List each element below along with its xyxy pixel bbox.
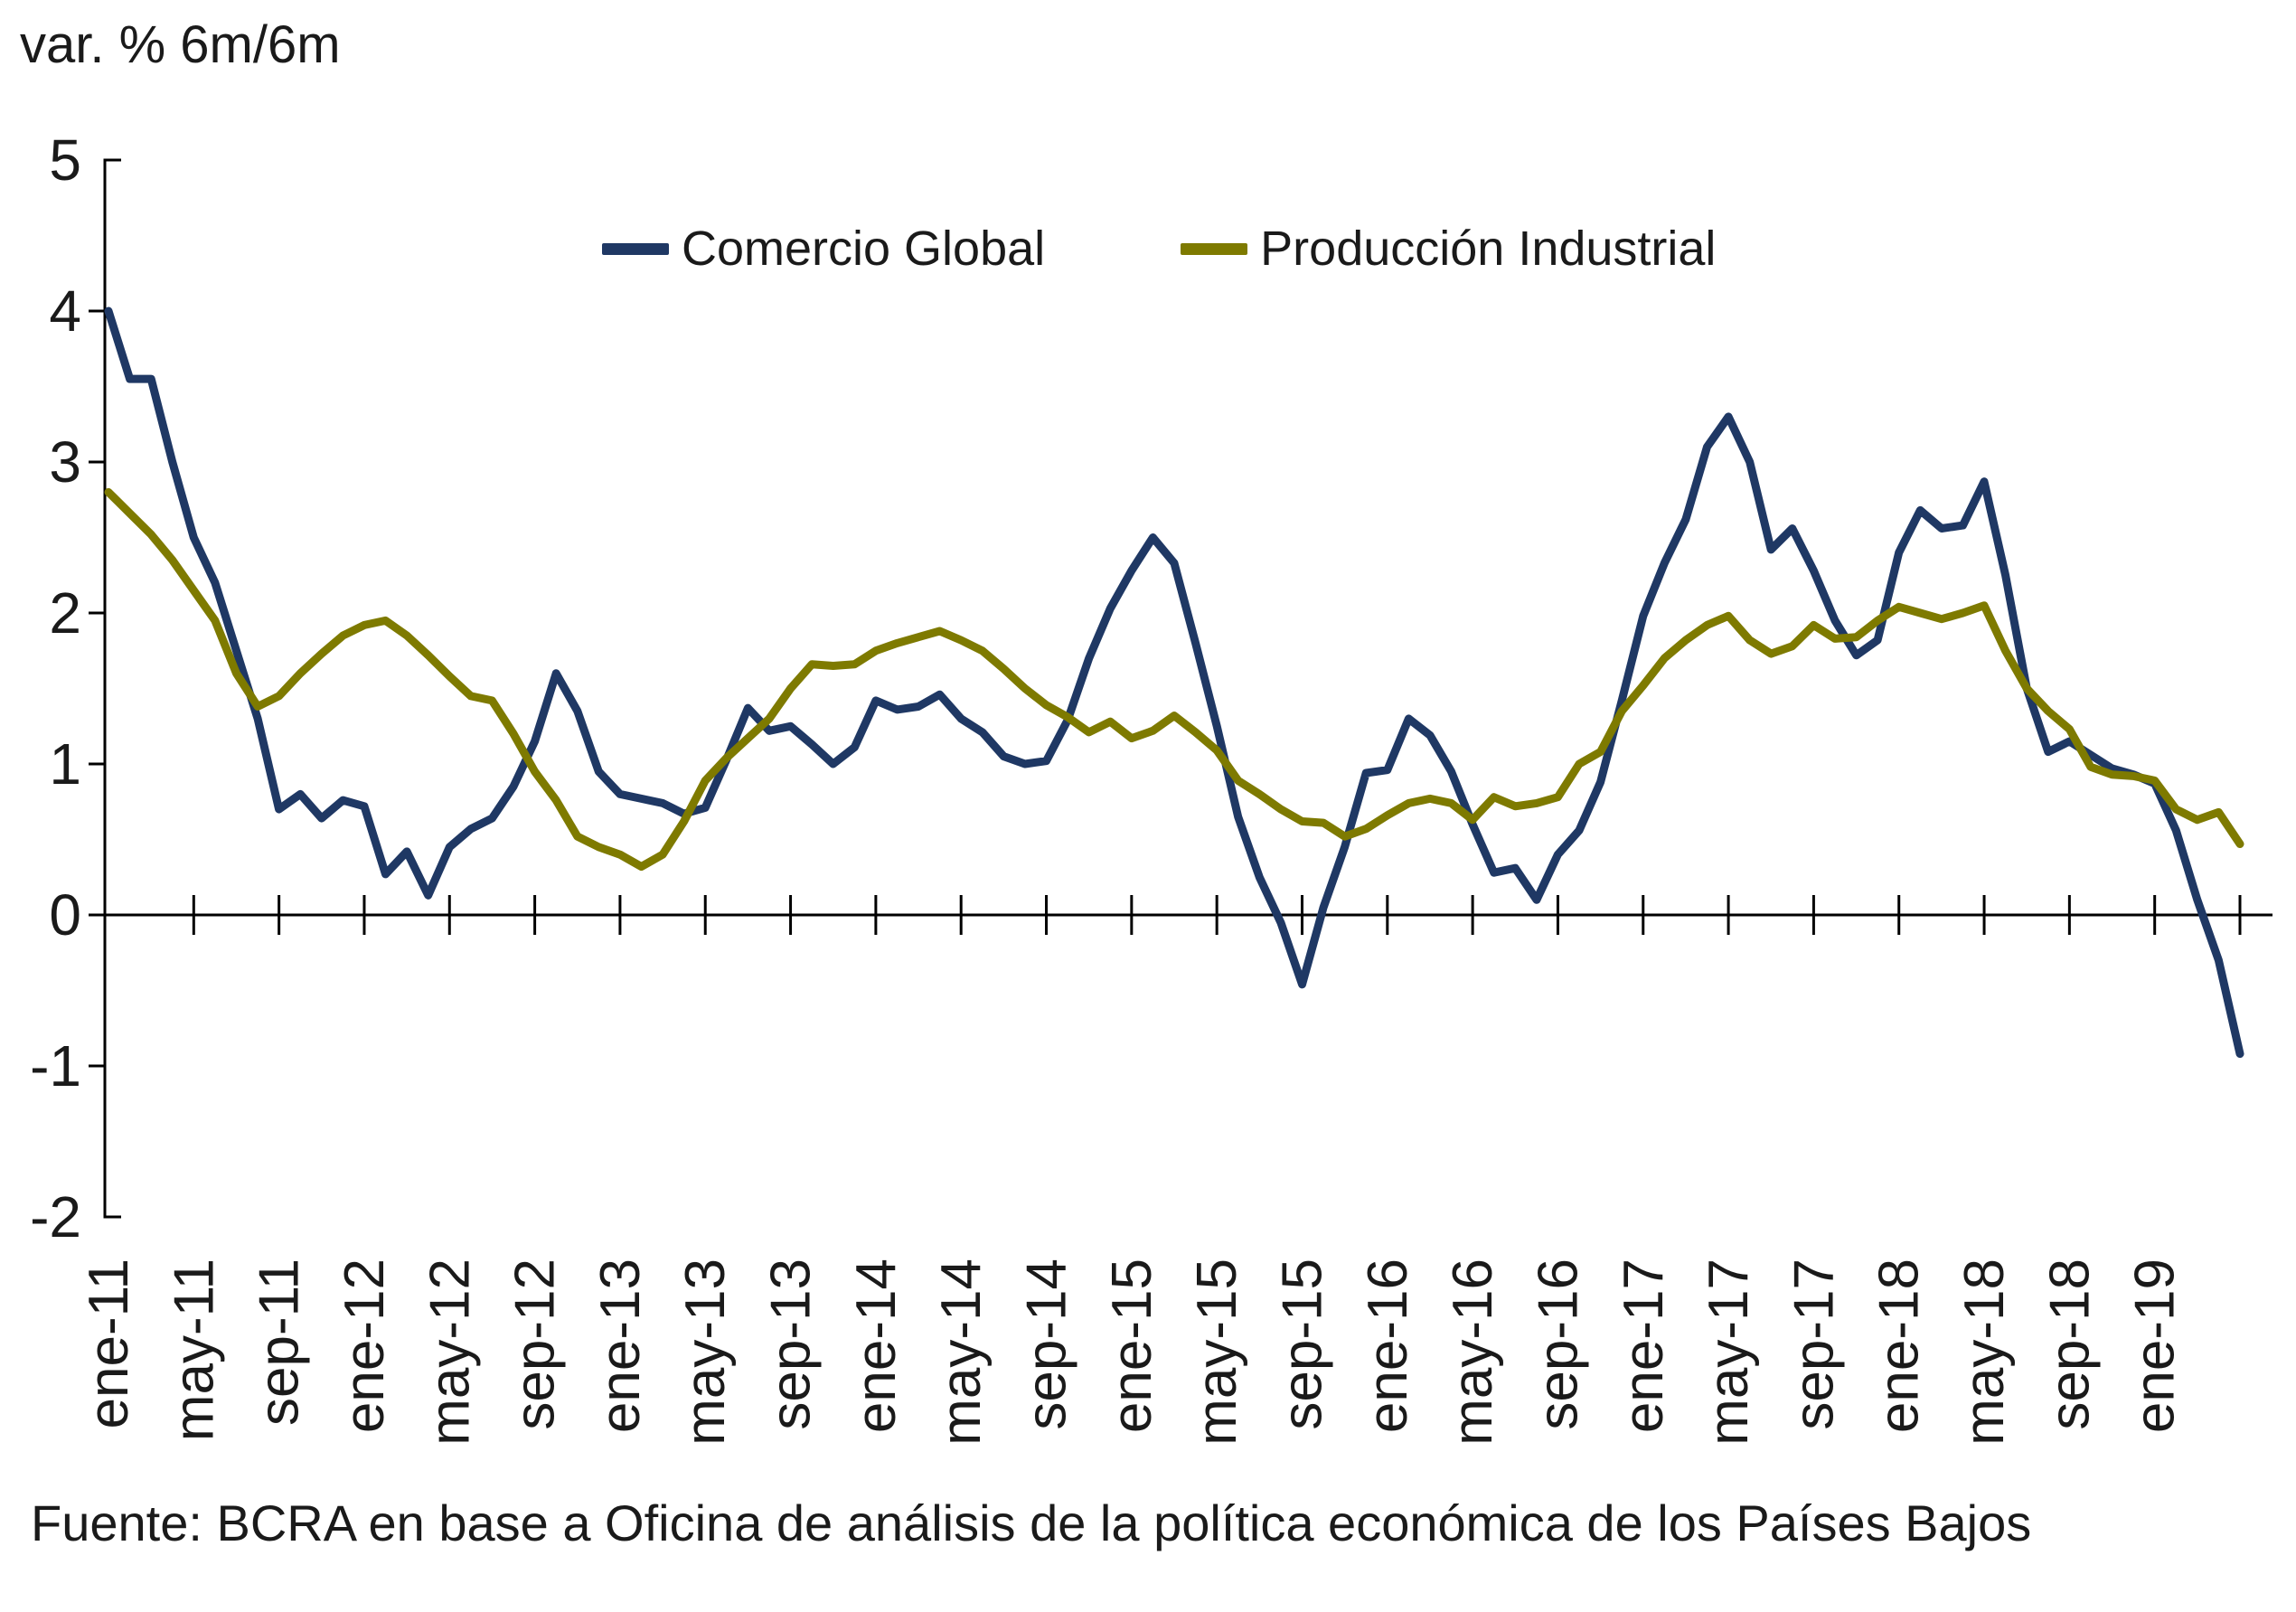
chart-axis-title: var. % 6m/6m — [20, 15, 341, 74]
y-axis-label: 5 — [49, 127, 81, 193]
legend-item-produccion-industrial: Producción Industrial — [1181, 221, 1716, 277]
x-axis-label: ene-18 — [1868, 1258, 1931, 1433]
x-axis-label: may-16 — [1442, 1258, 1504, 1446]
x-axis-label: sep-12 — [504, 1258, 567, 1430]
chart-legend: Comercio Global Producción Industrial — [602, 221, 1716, 277]
series-line-producci-n-industrial — [104, 487, 2244, 872]
x-axis-label: ene-14 — [845, 1258, 908, 1433]
y-axis-label: -1 — [30, 1033, 81, 1098]
y-axis-label: 3 — [49, 429, 81, 495]
y-axis-label: 4 — [49, 278, 81, 344]
y-axis-label: 0 — [49, 882, 81, 947]
legend-item-comercio-global: Comercio Global — [602, 221, 1045, 277]
x-axis-label: may-11 — [163, 1258, 225, 1441]
x-axis-label: ene-15 — [1101, 1258, 1163, 1433]
series-line-comercio-global — [104, 306, 2244, 1059]
x-axis-label: sep-14 — [1016, 1258, 1078, 1430]
legend-label-comercio-global: Comercio Global — [682, 222, 1046, 276]
x-axis-label: sep-16 — [1527, 1258, 1589, 1430]
x-axis-label: sep-18 — [2038, 1258, 2101, 1430]
x-axis-label: ene-17 — [1613, 1258, 1675, 1433]
comercio-global-line-swatch-icon — [602, 242, 669, 255]
x-axis-label: ene-19 — [2124, 1258, 2187, 1433]
x-axis-label: sep-11 — [249, 1258, 311, 1426]
source-note: Fuente: BCRA en base a Oficina de anális… — [31, 1494, 2032, 1551]
x-axis-label: ene-16 — [1357, 1258, 1419, 1433]
x-axis-label: may-14 — [930, 1258, 993, 1446]
y-axis-line — [103, 158, 121, 1219]
y-axis-label: 1 — [49, 731, 81, 797]
x-axis-label: may-13 — [674, 1258, 737, 1446]
x-axis-label: ene-13 — [589, 1258, 652, 1433]
x-axis-label: sep-15 — [1271, 1258, 1333, 1430]
x-axis-label: ene-12 — [334, 1258, 396, 1433]
x-axis-label: sep-17 — [1783, 1258, 1845, 1430]
x-axis-label: sep-13 — [760, 1258, 823, 1430]
legend-label-produccion-industrial: Producción Industrial — [1260, 222, 1717, 276]
y-axis-label: 2 — [49, 580, 81, 646]
y-axis-label: -2 — [30, 1184, 81, 1249]
produccion-industrial-line-swatch-icon — [1181, 242, 1248, 255]
x-axis-label: may-12 — [419, 1258, 481, 1446]
x-axis-label: may-17 — [1698, 1258, 1760, 1446]
x-axis-label: may-18 — [1953, 1258, 2016, 1446]
x-axis-label: may-15 — [1186, 1258, 1248, 1446]
x-axis-label: ene-11 — [78, 1258, 140, 1428]
